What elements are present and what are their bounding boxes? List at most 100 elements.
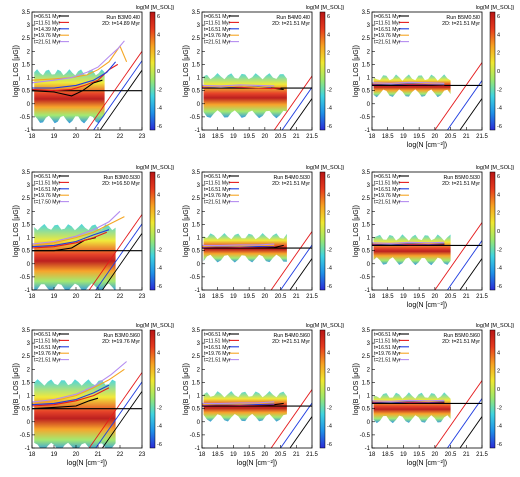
y-tick-label: -1 [25,446,31,452]
y-tick-label: 1.5 [192,380,201,386]
diagonal-line [434,61,482,130]
legend-entry: t=16.51 Myr [374,27,401,33]
x-tick-label: 21 [95,452,102,458]
y-tick-label: 3.5 [362,10,371,16]
y-tick-label: 1.5 [362,62,371,68]
y-tick-label: 2.5 [192,354,201,360]
series-line [202,244,284,249]
x-axis-label: log(N [cm⁻²]) [407,302,447,309]
colorbar-tick-label: 2 [327,369,330,375]
y-tick-label: 1 [27,236,31,242]
x-tick-label: 20.5 [275,452,287,458]
colorbar-tick-label: -6 [497,442,502,448]
diagonal-line [99,69,142,130]
x-tick-label: 21 [463,294,470,300]
x-tick-label: 20 [73,134,80,140]
y-tick-label: 3 [367,341,371,347]
run-label: Run B3M0.5l30 [103,175,140,181]
x-axis-label: log(N [cm⁻²]) [407,142,447,149]
plot-area [202,73,312,130]
colorbar [149,11,156,131]
colorbar-tick-label: 4 [327,350,330,356]
y-tick-label: 0 [27,262,31,268]
colorbar [319,11,326,131]
series-line [202,84,275,87]
series-line [32,40,125,84]
series-line [32,387,110,407]
colorbar-tick-label: 6 [327,14,330,20]
legend-entry: t=16.51 Myr [374,345,401,351]
diagonal-line [434,379,482,448]
x-tick-label: 21 [463,452,470,458]
x-tick-label: 18 [199,294,206,300]
series-line [372,401,445,403]
y-tick-label: 0.5 [362,89,371,95]
y-tick-label: 1.5 [22,380,31,386]
y-tick-label: 1 [367,394,371,400]
panel-B5M0.5l60: -1-0.500.511.522.533.518 18.5 19 19.5 20 20.5… [353,323,515,467]
y-tick-label: 2 [27,49,31,55]
x-tick-label: 18.5 [382,452,394,458]
legend-entry: t=19.76 Myr [374,351,401,357]
y-tick-label: 1.5 [192,222,201,228]
colorbar-tick-label: 0 [157,387,160,393]
y-tick-label: 1 [367,236,371,242]
legend-entry: t=16.51 Myr [34,187,61,193]
x-tick-label: 18 [369,452,376,458]
x-tick-label: 22 [117,134,124,140]
heatmap-density [373,392,451,424]
y-tick-label: 0.5 [22,249,31,255]
x-tick-label: 19 [230,452,237,458]
colorbar-tick-label: 4 [497,350,500,356]
colorbar-title: log(M [M_SOL]) [306,5,345,11]
series-line [202,244,275,248]
plot-area [202,388,312,448]
y-tick-label: 0 [197,420,201,426]
y-tick-label: 3.5 [362,328,371,334]
y-tick-label: 3.5 [192,170,201,176]
y-tick-label: 2 [197,49,201,55]
y-tick-label: 0.5 [192,407,201,413]
y-tick-label: -1 [365,128,371,134]
x-tick-label: 19 [230,294,237,300]
diagonal-line [270,388,312,448]
legend-entry: t=06.51 Myr [204,174,231,180]
diagonal-line [86,50,142,130]
colorbar-tick-label: 2 [497,51,500,57]
panel-B4M0.5l60: -1-0.500.511.522.533.518 18.5 19 19.5 20 20.5… [183,323,345,467]
x-tick-label: 19 [400,134,407,140]
series-line [202,85,275,89]
colorbar-tick-label: -4 [157,266,162,272]
colorbar-tick-label: 0 [327,229,330,235]
x-tick-label: 19.5 [413,294,425,300]
colorbar [319,329,326,449]
y-tick-label: 2.5 [22,354,31,360]
diagonal-line [447,79,482,130]
heatmap-density [34,69,105,124]
y-tick-label: -0.5 [360,115,371,121]
y-axis-label: log(B_LOS [μG]) [13,45,20,97]
y-tick-label: -1 [365,446,371,452]
diagonal-line [95,223,142,290]
run-label: Run B4M0.5l60 [273,333,310,339]
heatmap-density [373,234,451,266]
y-tick-label: -0.5 [360,433,371,439]
panel-B5M0.5l30: -1-0.500.511.522.533.518 18.5 19 19.5 20 20.5… [353,165,515,309]
y-tick-label: 1 [27,394,31,400]
diagonal-line [102,390,142,448]
colorbar-title: log(M [M_SOL]) [476,323,515,329]
y-tick-label: -1 [195,128,201,134]
series-line [372,399,445,402]
diagonal-line [280,244,312,290]
y-axis-label: log(B_LOS [μG]) [353,45,360,97]
y-tick-label: 0 [367,420,371,426]
x-tick-label: 21.5 [476,134,488,140]
y-tick-label: -0.5 [20,275,31,281]
time-2d-label: 2D: t=21.51 Myr [272,21,310,27]
y-tick-label: -0.5 [190,115,201,121]
y-tick-label: 3.5 [22,10,31,16]
x-tick-label: 18 [369,134,376,140]
y-tick-label: 0 [367,262,371,268]
y-axis-label: log(B_LOS [μG]) [183,205,190,257]
y-axis-label: log(B_LOS [μG]) [353,363,360,415]
